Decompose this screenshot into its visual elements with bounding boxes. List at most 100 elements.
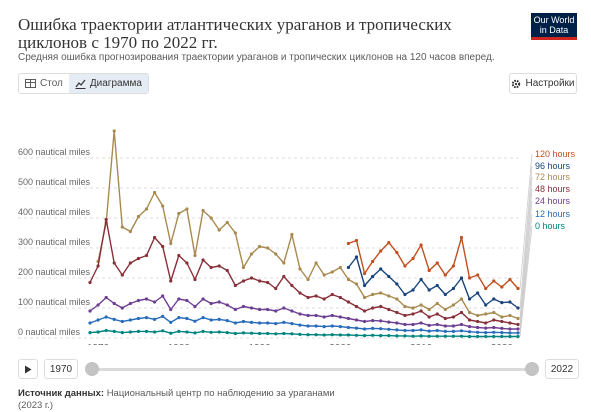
data-point bbox=[411, 328, 415, 333]
data-point bbox=[419, 321, 423, 325]
data-point bbox=[249, 276, 254, 280]
data-point bbox=[411, 334, 415, 338]
data-point bbox=[96, 318, 100, 322]
data-point bbox=[88, 321, 92, 325]
data-point bbox=[282, 331, 286, 336]
legend-label-96-hours: 96 hours bbox=[535, 161, 571, 171]
data-point bbox=[88, 309, 92, 313]
data-point bbox=[274, 332, 278, 336]
data-point bbox=[387, 334, 391, 338]
data-point bbox=[516, 331, 520, 335]
data-point bbox=[467, 297, 472, 301]
data-point bbox=[217, 300, 221, 304]
data-point bbox=[266, 331, 270, 336]
data-point bbox=[411, 256, 415, 261]
data-point bbox=[298, 323, 302, 327]
tab-chart[interactable]: Диаграмма bbox=[68, 74, 148, 93]
source-text: Национальный центр по наблюдению за ураг… bbox=[106, 388, 335, 399]
timeline-track[interactable] bbox=[92, 368, 532, 371]
data-point bbox=[322, 333, 326, 337]
data-point bbox=[241, 279, 246, 283]
data-point bbox=[427, 288, 431, 292]
data-point bbox=[516, 306, 520, 310]
data-point bbox=[443, 324, 447, 328]
data-point bbox=[298, 267, 302, 271]
data-point bbox=[112, 301, 116, 306]
data-point bbox=[266, 321, 270, 325]
timeline-end-year[interactable]: 2022 bbox=[545, 359, 579, 379]
timeline-start-year[interactable]: 1970 bbox=[44, 359, 78, 379]
data-point bbox=[395, 282, 399, 286]
timeline-end-handle[interactable] bbox=[525, 362, 539, 376]
tab-chart-label: Диаграмма bbox=[89, 78, 142, 89]
data-point bbox=[185, 261, 189, 265]
timeline-start-handle[interactable] bbox=[85, 362, 99, 376]
data-point bbox=[346, 265, 351, 270]
data-point bbox=[467, 318, 472, 322]
data-point bbox=[338, 265, 342, 270]
data-point bbox=[395, 250, 399, 255]
data-point bbox=[387, 241, 391, 245]
data-point bbox=[500, 301, 504, 305]
data-point bbox=[225, 331, 229, 335]
data-point bbox=[443, 292, 447, 297]
play-icon bbox=[25, 365, 32, 373]
data-point bbox=[451, 329, 455, 333]
data-point bbox=[500, 319, 504, 324]
data-point bbox=[419, 334, 423, 338]
data-point bbox=[274, 322, 278, 326]
data-point bbox=[362, 327, 367, 331]
logo-accent-bar bbox=[531, 37, 577, 40]
data-point bbox=[403, 264, 407, 268]
data-point bbox=[136, 298, 141, 303]
data-point bbox=[516, 322, 520, 327]
data-point bbox=[395, 297, 399, 301]
play-button[interactable] bbox=[18, 359, 38, 379]
data-point bbox=[371, 274, 375, 279]
owid-logo[interactable]: Our World in Data bbox=[531, 13, 577, 40]
data-point bbox=[290, 309, 294, 313]
data-point bbox=[403, 328, 407, 333]
data-point bbox=[354, 255, 359, 259]
data-point bbox=[467, 325, 472, 329]
data-point bbox=[435, 312, 439, 316]
data-point bbox=[298, 332, 302, 336]
data-point bbox=[193, 331, 197, 335]
data-point bbox=[314, 313, 318, 318]
data-point bbox=[185, 316, 189, 321]
data-point bbox=[96, 303, 100, 307]
settings-button[interactable]: Настройки bbox=[509, 73, 577, 94]
data-point bbox=[88, 331, 92, 335]
data-point bbox=[338, 315, 342, 319]
data-point bbox=[476, 325, 480, 330]
series-12-hours bbox=[88, 314, 520, 335]
data-point bbox=[306, 295, 310, 300]
data-point bbox=[371, 333, 375, 337]
data-point bbox=[306, 313, 310, 318]
data-point bbox=[96, 330, 100, 334]
data-point bbox=[225, 220, 229, 225]
data-point bbox=[379, 267, 383, 271]
data-point bbox=[338, 295, 342, 300]
data-point bbox=[120, 225, 124, 229]
gear-icon bbox=[512, 79, 521, 88]
data-point bbox=[217, 317, 221, 321]
line-chart: 0 nautical miles 100 nautical miles 200 na… bbox=[18, 129, 576, 345]
data-point bbox=[411, 312, 415, 316]
data-point bbox=[201, 329, 205, 333]
data-point bbox=[136, 329, 141, 333]
data-point bbox=[443, 273, 447, 277]
data-point bbox=[249, 331, 254, 335]
tab-table[interactable]: Стол bbox=[19, 74, 69, 93]
data-point bbox=[435, 322, 439, 327]
data-point bbox=[177, 211, 181, 216]
data-point bbox=[257, 279, 262, 283]
data-point bbox=[306, 324, 310, 328]
data-point bbox=[193, 319, 197, 323]
data-point bbox=[112, 329, 116, 333]
data-point bbox=[451, 286, 455, 291]
legend-label-48-hours: 48 hours bbox=[535, 184, 571, 194]
data-point bbox=[459, 329, 464, 333]
data-point bbox=[314, 333, 318, 337]
data-point bbox=[96, 264, 100, 268]
